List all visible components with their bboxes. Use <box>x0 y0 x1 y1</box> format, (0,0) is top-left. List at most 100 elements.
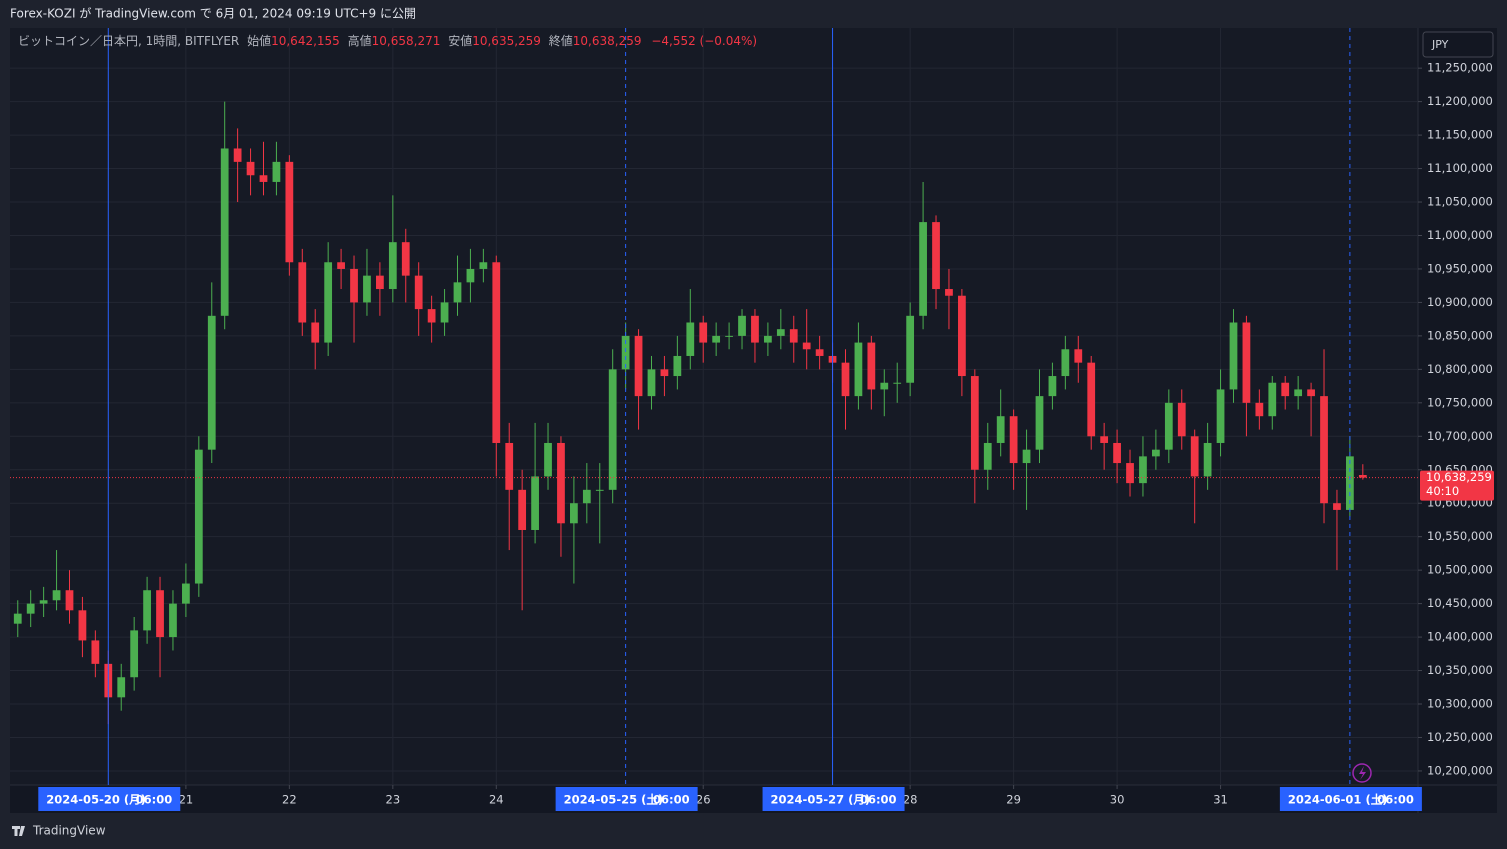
marker-date-label: 2024-06-01 (土) <box>1288 793 1388 807</box>
x-tick-label: 29 <box>1006 793 1021 807</box>
candle-body <box>1294 389 1303 397</box>
candle-body <box>673 355 682 377</box>
candle-body <box>1216 389 1225 443</box>
x-tick-label: 22 <box>282 793 297 807</box>
candle-body <box>26 603 35 614</box>
candle-body <box>660 369 669 377</box>
candle-body <box>285 161 294 263</box>
alert-icon[interactable] <box>1352 763 1372 783</box>
x-tick-label: 28 <box>903 793 918 807</box>
candle-body <box>272 161 281 182</box>
candle-body <box>1346 456 1354 510</box>
legend-low: 10,635,259 <box>472 34 541 48</box>
legend-close-label: 終値 <box>549 33 573 48</box>
alert-bolt <box>1359 766 1366 780</box>
y-tick-label: 10,700,000 <box>1427 429 1493 443</box>
candle-body <box>570 503 578 524</box>
y-tick-label: 10,900,000 <box>1427 295 1493 309</box>
candle-body <box>983 442 992 470</box>
candle-body <box>1074 349 1083 363</box>
candle-body <box>725 335 733 337</box>
candle-body <box>1061 349 1070 377</box>
candle-body <box>169 603 177 638</box>
candle-body <box>1126 463 1134 484</box>
y-tick-label: 10,500,000 <box>1427 563 1493 577</box>
y-tick-label: 10,300,000 <box>1427 697 1493 711</box>
candle-body <box>738 315 746 336</box>
x-tick-label: 26 <box>696 793 711 807</box>
y-tick-label: 11,200,000 <box>1427 94 1493 108</box>
candle-body <box>440 302 449 323</box>
price-tag <box>1420 470 1494 501</box>
y-tick-label: 10,950,000 <box>1427 261 1493 275</box>
candle-body <box>401 242 410 276</box>
candle-body <box>246 161 255 176</box>
candle-body <box>1190 436 1199 477</box>
candle-body <box>414 275 423 310</box>
marker-date-label: 2024-05-27 (月) <box>771 793 871 807</box>
legend-high: 10,658,271 <box>372 34 441 48</box>
marker-time-label: 06:00 <box>653 793 690 807</box>
candle-body <box>298 262 307 323</box>
y-tick-label: 10,550,000 <box>1427 529 1493 543</box>
candle-body <box>1242 322 1251 403</box>
candle-body <box>194 449 203 584</box>
currency-button[interactable] <box>1422 31 1494 58</box>
legend-high-label: 高値 <box>348 33 372 48</box>
candle-body <box>647 369 656 397</box>
x-tick-label: 21 <box>179 793 194 807</box>
y-tick-label: 10,200,000 <box>1427 763 1493 777</box>
y-tick-label: 10,800,000 <box>1427 362 1493 376</box>
candle-body <box>958 295 966 377</box>
price-tag-label: 10,638,259 <box>1426 470 1492 484</box>
candle-body <box>789 329 798 343</box>
y-tick-label: 10,350,000 <box>1427 663 1493 677</box>
price-tag-countdown: 40:10 <box>1426 484 1459 498</box>
candle-body <box>337 262 345 269</box>
candle-body <box>1009 416 1018 464</box>
y-tick-label: 10,450,000 <box>1427 596 1493 610</box>
marker-time-label: 06:00 <box>136 793 173 807</box>
candle-body <box>1177 402 1186 437</box>
grid <box>10 28 1418 785</box>
candle-body <box>39 600 48 604</box>
currency[interactable]: JPY <box>1431 38 1449 51</box>
candle-body <box>427 309 436 323</box>
candle-body <box>350 268 358 303</box>
candle-body <box>505 442 514 490</box>
candle-body <box>1113 442 1121 464</box>
y-tick-label: 11,000,000 <box>1427 228 1493 242</box>
candle-body <box>1048 376 1057 397</box>
candle-body <box>1333 503 1341 510</box>
candle-body <box>544 442 552 477</box>
candle-body <box>970 376 979 470</box>
overlay <box>10 28 1418 785</box>
legend-symbol: ビットコイン／日本円, 1時間, BITFLYER <box>18 34 239 48</box>
marker-label-bg <box>38 787 181 811</box>
candle-body <box>1320 396 1328 504</box>
candle-body <box>259 175 268 182</box>
candle-body <box>776 329 785 336</box>
candle-body <box>880 382 889 390</box>
candle-body <box>867 342 876 390</box>
candle-body <box>492 262 501 443</box>
footer-logo[interactable]: TradingView <box>32 824 106 838</box>
candle-body <box>518 489 527 530</box>
candle-body <box>466 268 475 283</box>
y-tick-label: 11,050,000 <box>1427 195 1493 209</box>
candle-body <box>1358 475 1367 478</box>
candle-body <box>854 342 863 397</box>
candle-body <box>78 610 87 641</box>
candle-body <box>130 630 139 678</box>
candle-body <box>156 590 164 638</box>
y-tick-label: 10,250,000 <box>1427 730 1493 744</box>
x-tick-label: 24 <box>489 793 504 807</box>
legend-close: 10,638,259 <box>573 34 642 48</box>
candle-body <box>363 275 371 303</box>
candle-body <box>802 342 811 350</box>
candle-body <box>13 613 22 624</box>
candle-body <box>220 148 229 316</box>
legend-open-label: 始値 <box>247 33 271 48</box>
header: Forex-KOZI が TradingView.com で 6月 01, 20… <box>10 6 416 21</box>
